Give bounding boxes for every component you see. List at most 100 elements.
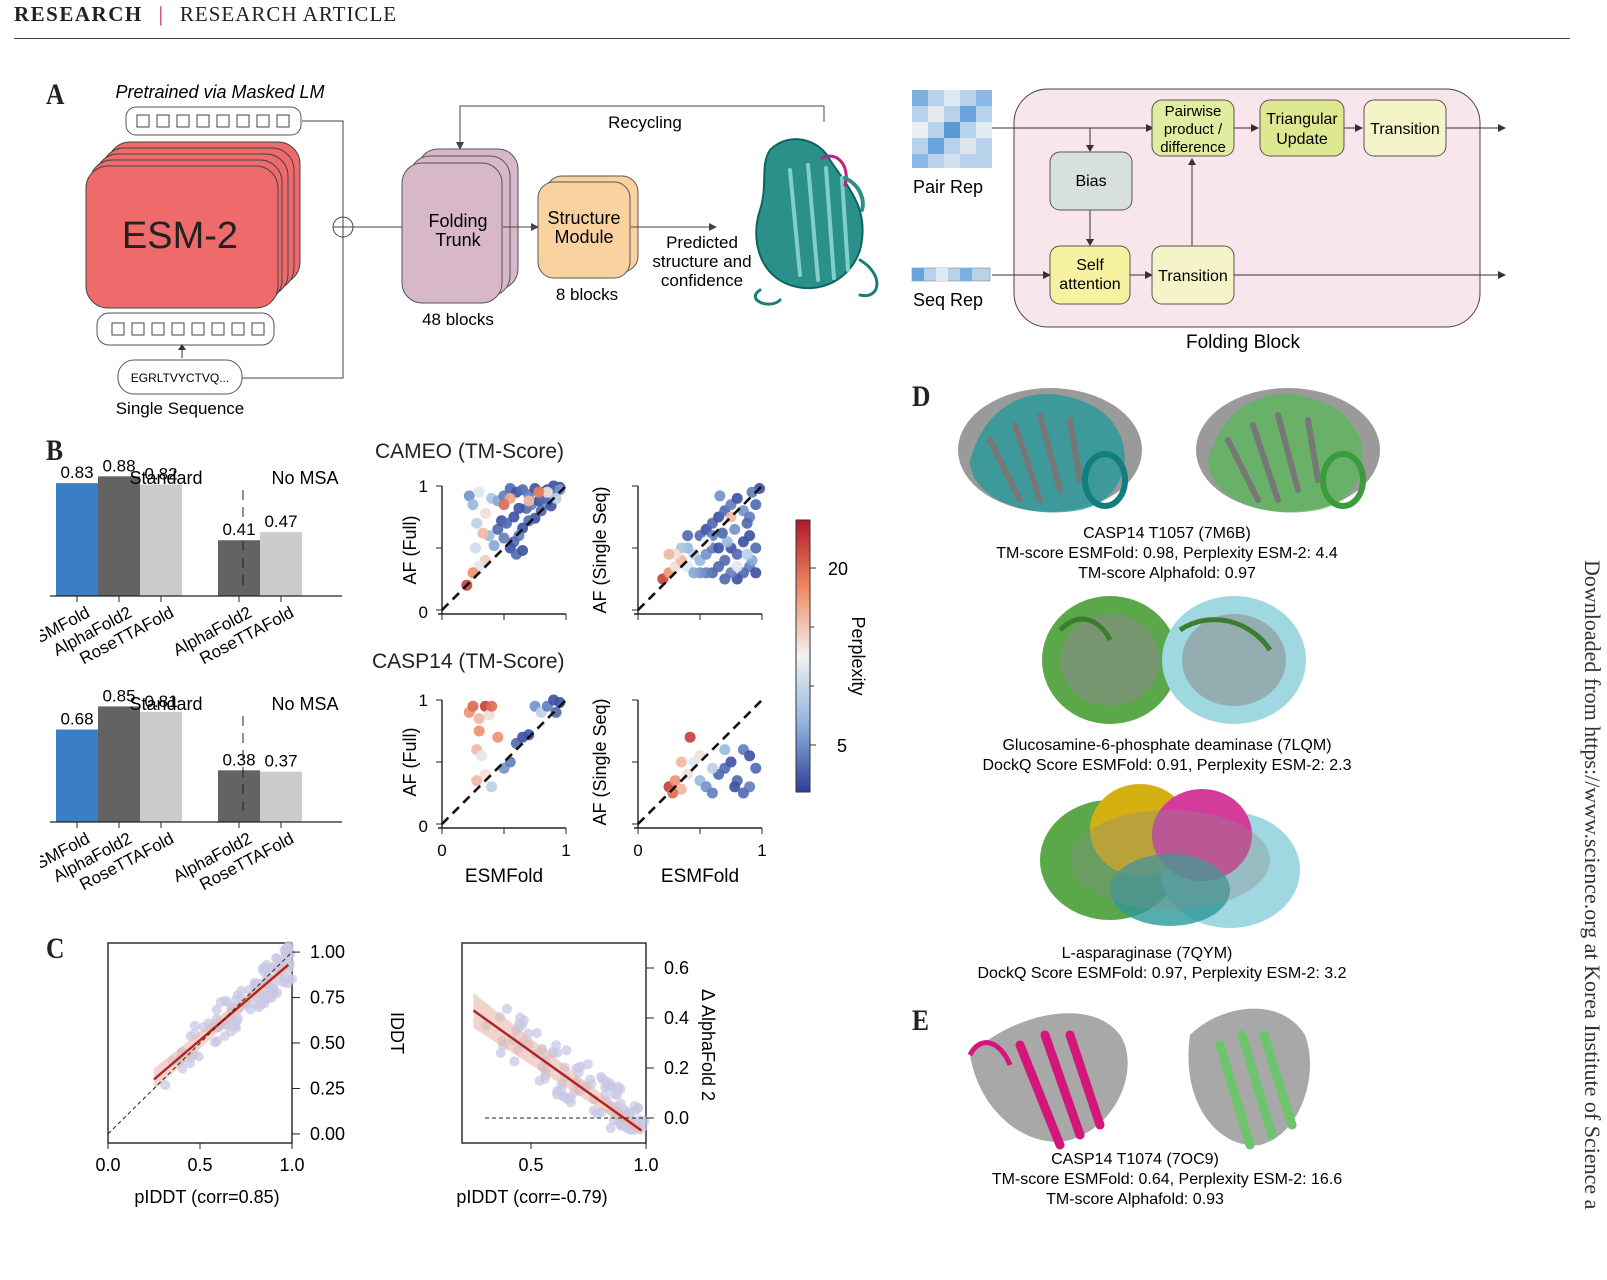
scatter-point xyxy=(550,492,562,504)
panel-a-folding-block: Pair Rep Seq Rep Pairwise product / diff… xyxy=(911,88,1506,353)
transition-box-bottom xyxy=(1151,245,1235,305)
scatter-point xyxy=(500,517,512,529)
scatter-point xyxy=(729,781,741,793)
scatter-point xyxy=(550,706,562,718)
predicted-line1: Predicted xyxy=(666,233,738,252)
c-left-ylabel: IDDT xyxy=(387,1012,407,1054)
page-header: RESEARCH | RESEARCH ARTICLE xyxy=(14,2,397,27)
t1074-green-structure xyxy=(1188,1008,1310,1150)
regression-line xyxy=(472,1009,643,1132)
panel-a-architecture: Pretrained via Masked LM ESM-2 EGRLTVYCT… xyxy=(85,82,879,418)
scatter-point xyxy=(744,530,756,542)
y-tick-label: 0.2 xyxy=(664,1058,689,1078)
c-left-xlabel: pIDDT (corr=0.85) xyxy=(134,1187,279,1207)
e-line1: CASP14 T1074 (7OC9) xyxy=(1051,1151,1219,1168)
scatter-point xyxy=(582,1059,593,1070)
scatter-point xyxy=(725,756,737,768)
x-tick-label: 1 xyxy=(561,841,570,860)
scatter-point xyxy=(541,486,553,498)
scatter-point xyxy=(706,762,718,774)
diagonal-reference xyxy=(637,485,763,611)
bar xyxy=(140,711,182,822)
pairwise-line1: Pairwise xyxy=(1165,103,1222,120)
x-tick-label: 1.0 xyxy=(279,1155,304,1175)
folding-trunk: Folding Trunk xyxy=(401,148,519,304)
xlabel-casp14-full: ESMFold xyxy=(465,866,543,887)
scatter-point xyxy=(562,1094,573,1105)
plot-frame xyxy=(461,942,647,1144)
scatter-cameo-full: 10 xyxy=(419,477,567,622)
scatter-point xyxy=(477,527,489,539)
scatter-cameo-single xyxy=(632,482,766,620)
group-label: No MSA xyxy=(271,468,338,488)
scatter-point xyxy=(523,729,535,741)
pairwise-line3: difference xyxy=(1160,139,1226,156)
scatter-point xyxy=(731,548,743,560)
transition-box-top xyxy=(1363,99,1447,157)
ylabel-casp14-full: AF (Full) xyxy=(400,728,420,797)
scatter-point xyxy=(212,1035,223,1046)
y-tick-label: 0.75 xyxy=(310,988,345,1008)
scatter-point xyxy=(551,1040,562,1051)
scatter-point xyxy=(502,1003,513,1014)
scatter-point xyxy=(750,542,762,554)
x-tick-label: 0 xyxy=(437,841,446,860)
scatter-point xyxy=(605,1123,616,1134)
scatter-point xyxy=(729,523,741,535)
bar xyxy=(218,770,260,822)
scatter-point xyxy=(467,700,479,712)
esm2-label: ESM-2 xyxy=(122,215,238,257)
recycling-label: Recycling xyxy=(608,113,682,132)
bar xyxy=(98,476,140,596)
diagonal-reference xyxy=(637,699,763,825)
c-right-xlabel: pIDDT (corr=-0.79) xyxy=(456,1187,607,1207)
scatter-point xyxy=(498,499,510,511)
t1057-teal-structure xyxy=(958,388,1142,513)
scatter-point xyxy=(523,515,535,527)
scatter-point xyxy=(633,1103,644,1114)
scatter-point xyxy=(669,775,681,787)
ylabel-cameo-single: AF (Single Seq) xyxy=(590,486,610,613)
seq-rep-label: Seq Rep xyxy=(913,290,983,310)
scatter-point xyxy=(554,484,566,496)
x-tick-label: 0 xyxy=(633,841,642,860)
scatter-point xyxy=(263,992,274,1003)
scatter-point xyxy=(492,731,504,743)
y-tick-label: 0.25 xyxy=(310,1078,345,1098)
casp14-title: CASP14 (TM-Score) xyxy=(372,650,565,673)
triangular-line2: Update xyxy=(1276,131,1328,148)
scatter-point xyxy=(215,997,226,1008)
x-tick-label: 1.0 xyxy=(633,1155,658,1175)
trunk-line1: Folding xyxy=(428,211,487,231)
colorbar-label: Perplexity xyxy=(848,616,868,695)
bar xyxy=(260,532,302,596)
scatter-point xyxy=(750,499,762,511)
d3-line2: DockQ Score ESMFold: 0.97, Perplexity ES… xyxy=(977,965,1346,982)
y-tick-label: 1 xyxy=(419,477,428,496)
predicted-line3: confidence xyxy=(661,271,743,290)
scatter-point xyxy=(746,486,758,498)
bar-value-label: 0.82 xyxy=(144,464,177,483)
pretrained-label: Pretrained via Masked LM xyxy=(115,82,324,102)
bar-value-label: 0.83 xyxy=(60,463,93,482)
scatter-point xyxy=(467,499,479,511)
scatter-point xyxy=(744,750,756,762)
scatter-point xyxy=(486,781,498,793)
scatter-point xyxy=(483,709,495,721)
perplexity-colorbar xyxy=(795,519,811,793)
scatter-point xyxy=(508,511,520,523)
bar xyxy=(56,483,98,596)
bias-label: Bias xyxy=(1075,173,1106,190)
x-tick-label: 0.0 xyxy=(95,1155,120,1175)
scatter-point xyxy=(688,567,700,579)
scatter-point xyxy=(750,762,762,774)
7lqm-structure xyxy=(1042,596,1306,724)
scatter-point xyxy=(479,507,491,519)
ylabel-cameo-full: AF (Full) xyxy=(400,516,420,585)
scatter-point xyxy=(185,1058,196,1069)
panel-d-structures: CASP14 T1057 (7M6B) TM-score ESMFold: 0.… xyxy=(958,388,1380,982)
scatter-point xyxy=(463,490,475,502)
token-input-box xyxy=(96,312,275,346)
